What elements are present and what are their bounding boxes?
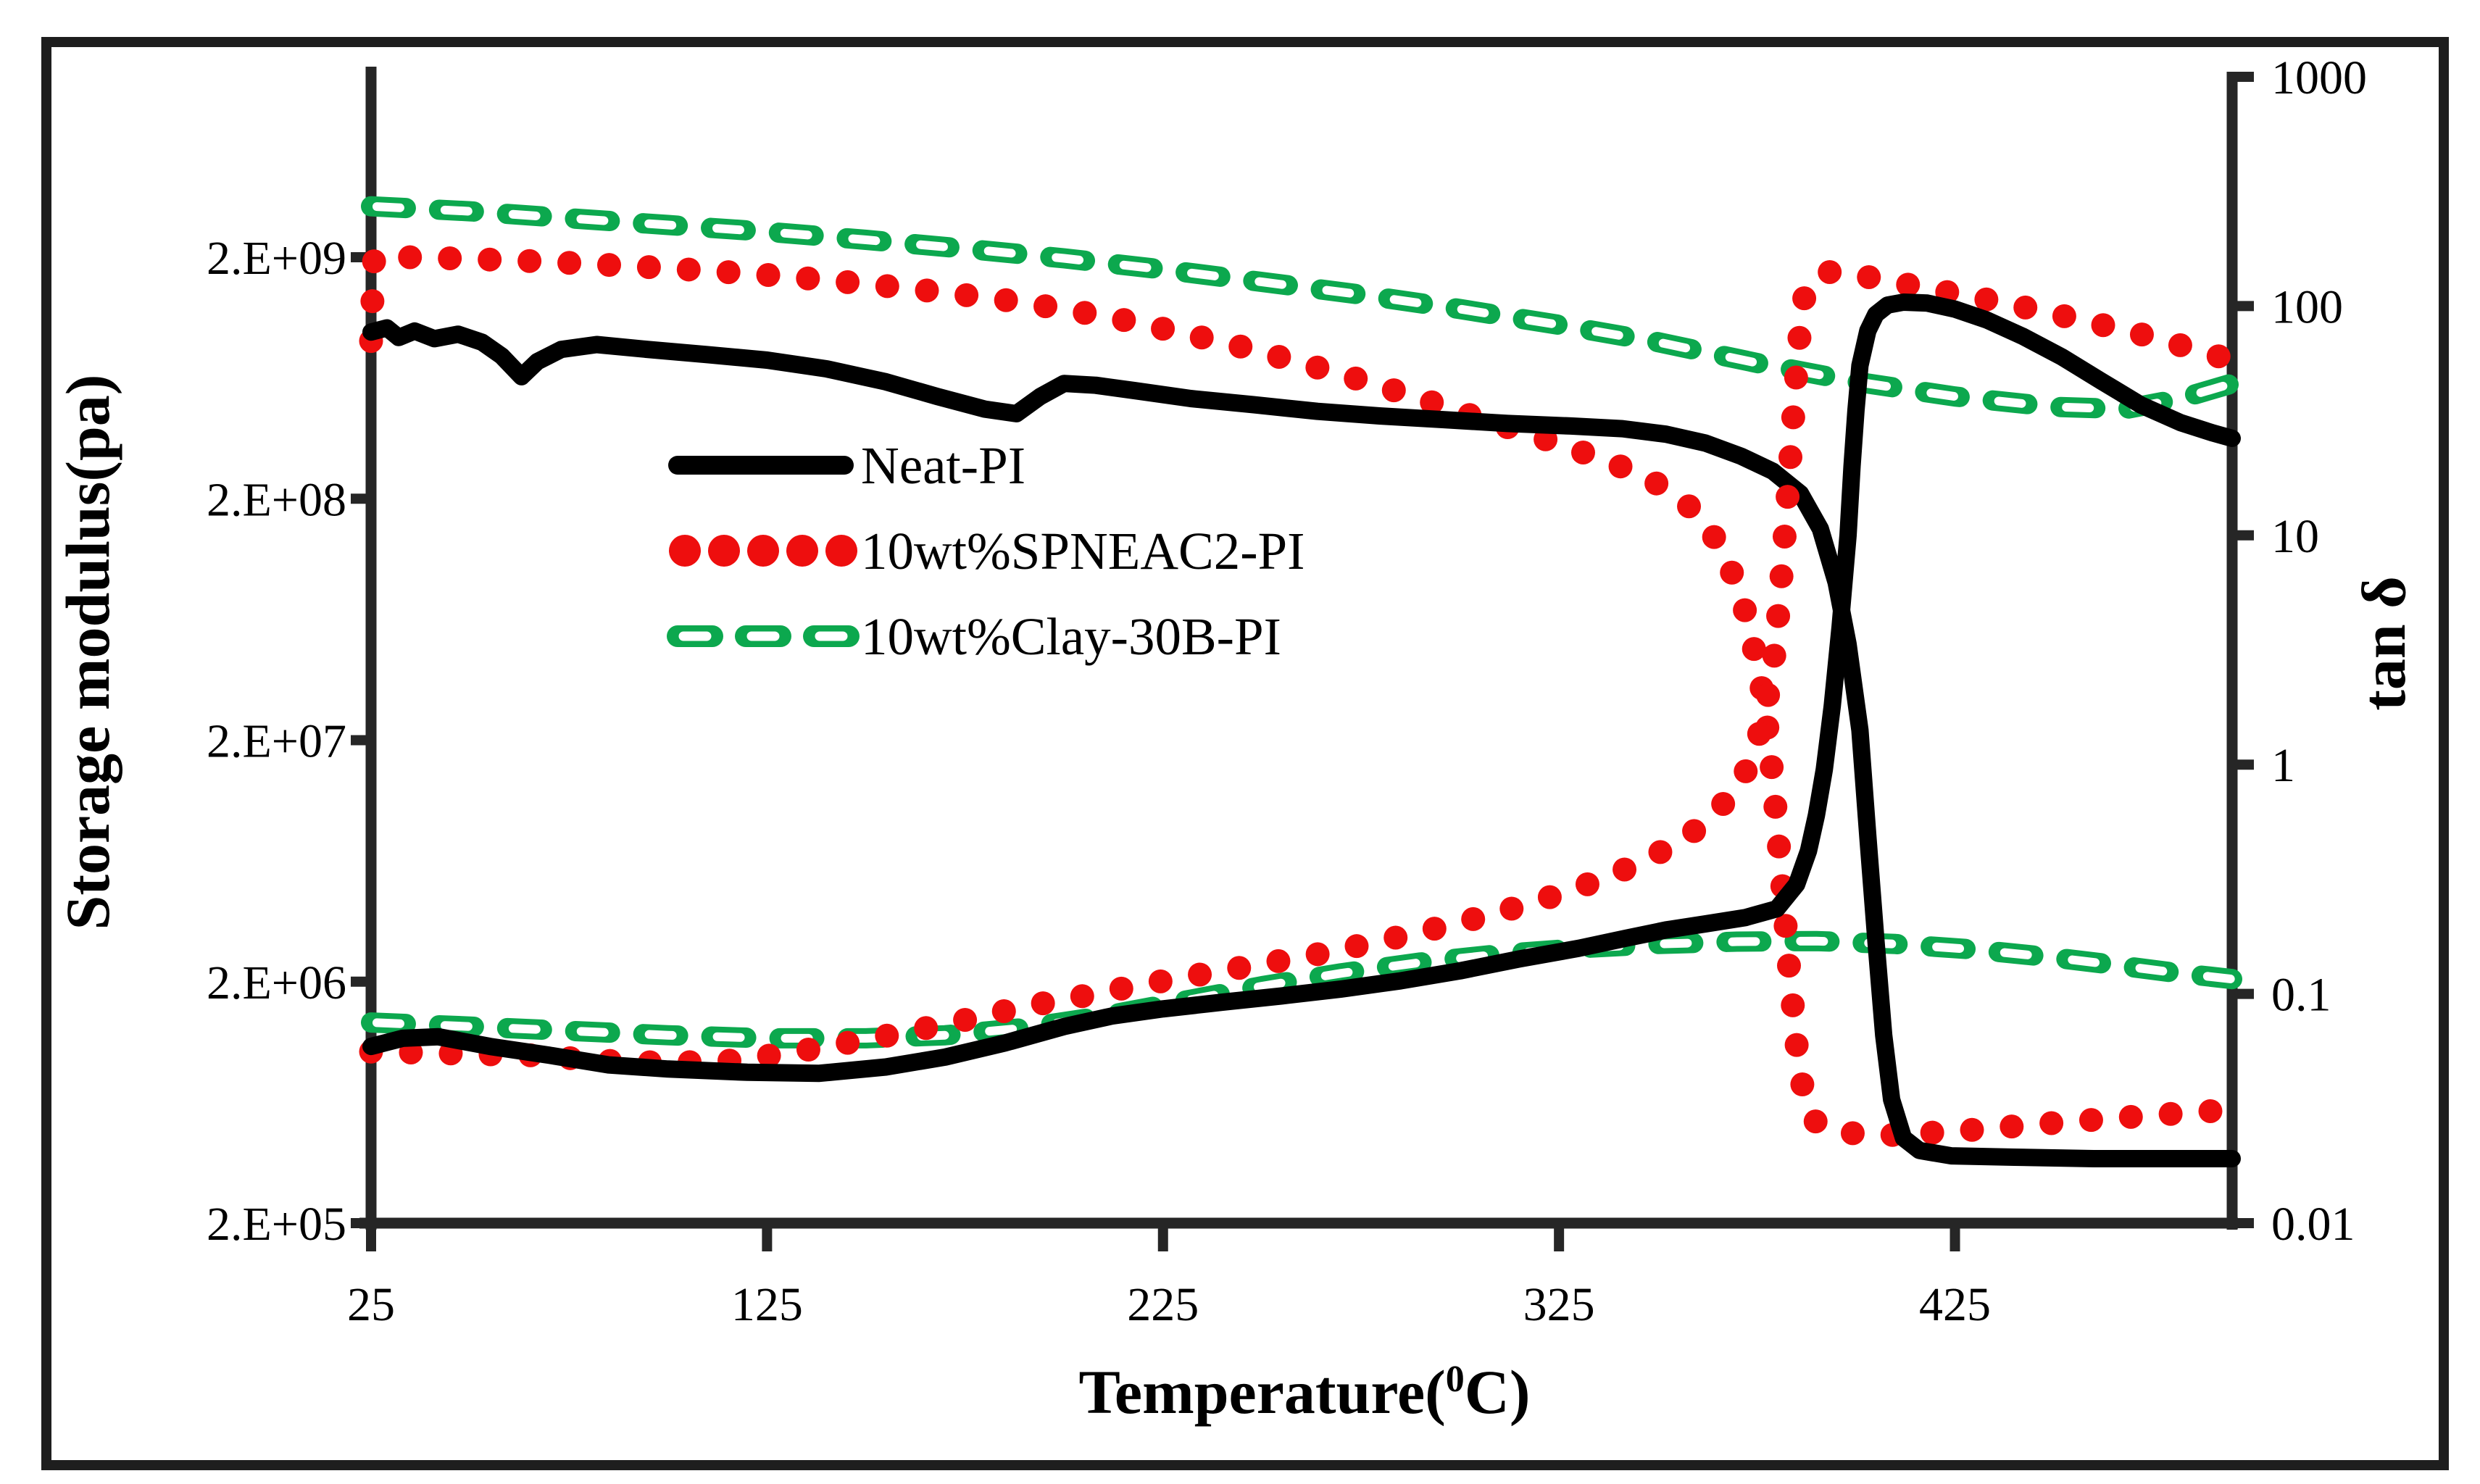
series-spneac2-tan-delta	[359, 259, 2244, 1075]
figure-frame	[41, 37, 2449, 1470]
axis-tick-labels: 2.E+09 2.E+08 2.E+07 2.E+06 2.E+05 1000 100 10 1…	[207, 51, 2367, 1331]
y-left-axis-title: Storage modulus(pa)	[53, 375, 122, 930]
series-clay30b-tan-delta	[361, 930, 2242, 1049]
legend-item-neat-pi: Neat-PI	[668, 436, 1025, 495]
legend-label: 10wt%Clay-30B-PI	[861, 607, 1281, 666]
legend-item-10wt-spneac2-pi: 10wt%SPNEAC2-PI	[669, 522, 1305, 580]
y-left-tick-label: 2.E+06	[207, 956, 346, 1009]
x-axis-title-superscript: 0	[1446, 1359, 1465, 1400]
x-axis-tick-label: 425	[1919, 1278, 1991, 1331]
plot-series	[359, 196, 2244, 1167]
legend-item-10wt-clay-30b-pi: 10wt%Clay-30B-PI	[667, 607, 1281, 666]
x-axis-title: Temperature(0C)	[1078, 1357, 1530, 1427]
y-right-tick-label: 100	[2271, 280, 2343, 333]
x-axis-tick-label: 225	[1127, 1278, 1199, 1331]
y-right-tick-label: 0.1	[2271, 969, 2331, 1022]
series-neat-pi-storage-modulus	[362, 319, 2241, 1167]
series-neat-pi-tan-delta	[362, 293, 2241, 1083]
y-left-tick-label: 2.E+07	[207, 715, 346, 768]
y-left-tick-label: 2.E+05	[207, 1198, 346, 1251]
x-axis-tick-label: 125	[731, 1278, 803, 1331]
y-left-tick-label: 2.E+09	[207, 232, 346, 285]
legend-label: Neat-PI	[861, 436, 1025, 495]
x-axis-title-main: Temperature(	[1078, 1357, 1445, 1427]
x-axis-tick-label: 25	[347, 1278, 395, 1331]
y-right-tick-label: 1000	[2271, 51, 2367, 104]
legend-label: 10wt%SPNEAC2-PI	[861, 522, 1305, 580]
y-right-tick-label: 10	[2271, 510, 2319, 563]
y-right-axis-title: tan δ	[2349, 576, 2418, 711]
legend: Neat-PI 10wt%SPNEAC2-PI 10wt%Clay-30B-PI	[667, 436, 1305, 666]
y-right-tick-label: 0.01	[2271, 1198, 2355, 1251]
x-axis-tick-label: 325	[1523, 1278, 1595, 1331]
series-clay30b-storage-modulus-inlay	[367, 201, 2236, 414]
x-axis-title-unit: C)	[1465, 1357, 1531, 1427]
y-left-tick-label: 2.E+08	[207, 473, 346, 526]
y-right-tick-label: 1	[2271, 739, 2295, 792]
